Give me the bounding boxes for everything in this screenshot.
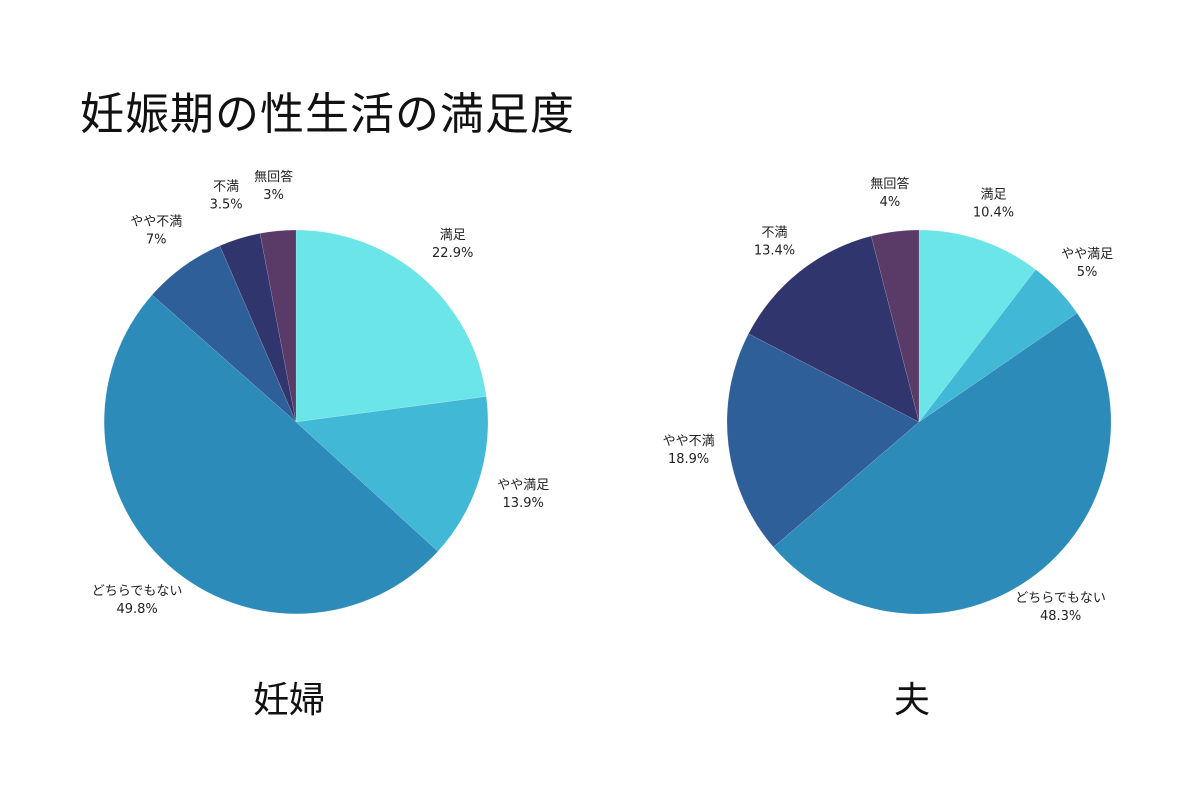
pie-slice-somewhat-dissatisfied (151, 245, 297, 423)
slice-label-dissatisfied: 不満 3.5% (210, 180, 243, 213)
pie-slice-dissatisfied (219, 233, 297, 423)
slice-label-no-answer: 無回答 4% (870, 176, 909, 210)
group-label-wife: 妊婦 (253, 680, 325, 721)
slice-label-dissatisfied: 不満 13.4% (754, 226, 795, 259)
pie-slice-neutral (103, 294, 439, 615)
slice-label-satisfied: 満足 22.9% (432, 228, 473, 261)
slice-label-no-answer: 無回答 3% (254, 169, 293, 203)
pie-slice-somewhat-dissatisfied (726, 333, 920, 548)
pie-chart-wife: 満足 22.9% やや満足 13.9% どちらでもない 49.8% やや不満 7% 不満 3.5%… (92, 169, 549, 721)
pie-slice-satisfied (295, 229, 487, 423)
pie-slice-dissatisfied (748, 235, 920, 423)
pie-slice-somewhat-satisfied (918, 269, 1078, 423)
slice-label-neutral: どちらでもない 49.8% (92, 584, 183, 617)
pie-chart-husband: 満足 10.4% やや満足 5% どちらでもない 48.3% やや不満 18.9% 不満 13.4… (663, 176, 1114, 721)
slice-label-satisfied: 満足 10.4% (973, 187, 1014, 220)
slice-label-somewhat-dissatisfied: やや不満 18.9% (663, 434, 715, 467)
pie-slice-no-answer (259, 229, 297, 423)
slice-label-somewhat-satisfied: やや満足 13.9% (497, 478, 549, 511)
pie-slice-no-answer (870, 229, 920, 423)
slice-label-somewhat-dissatisfied: やや不満 7% (130, 214, 182, 247)
slice-label-somewhat-satisfied: やや満足 5% (1061, 247, 1113, 280)
pie-slice-satisfied (918, 229, 1037, 423)
slice-label-neutral: どちらでもない 48.3% (1015, 591, 1106, 624)
group-label-husband: 夫 (894, 680, 930, 721)
page-title: 妊娠期の性生活の満足度 (80, 89, 575, 140)
pie-slice-somewhat-satisfied (295, 396, 489, 552)
pie-slice-neutral (773, 312, 1112, 615)
